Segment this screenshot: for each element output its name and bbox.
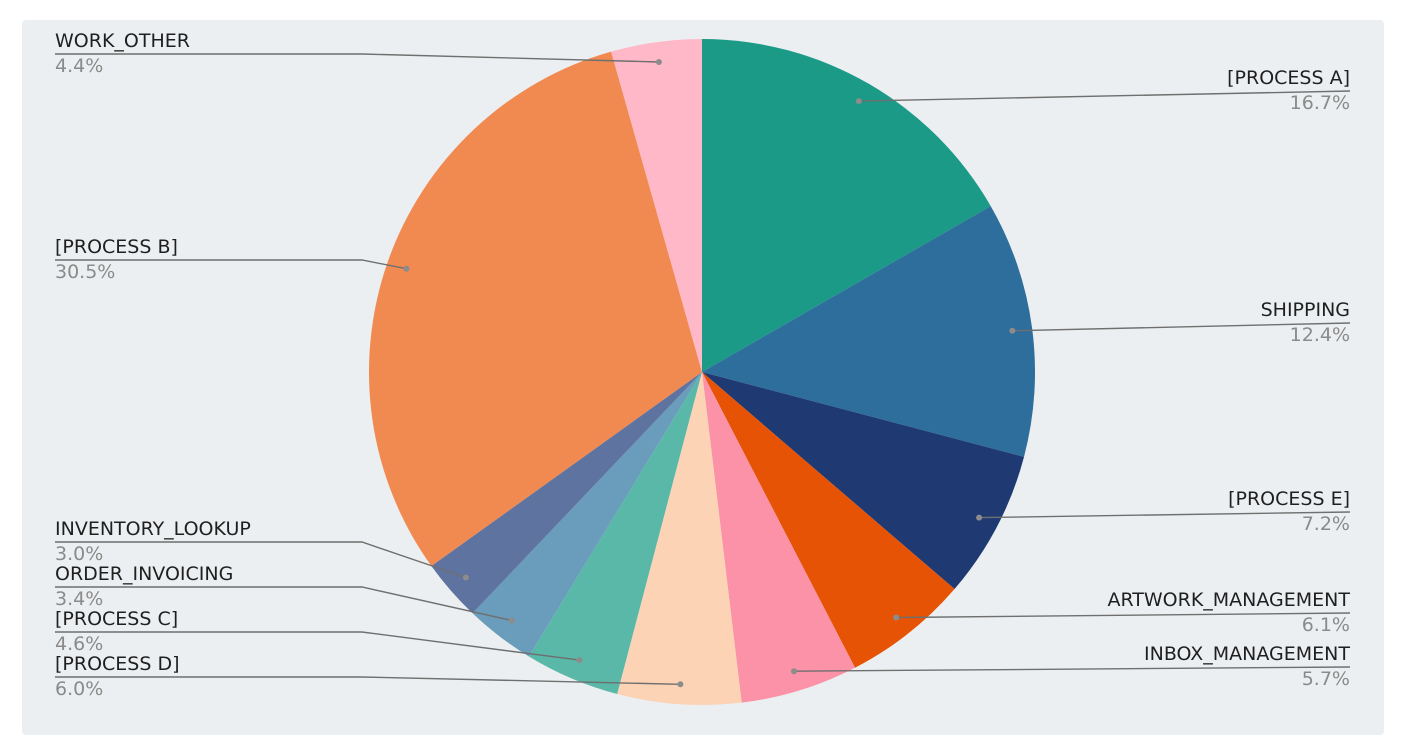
pie-labels: [PROCESS A] 16.7% SHIPPING 12.4% [PROCESS E]… (55, 30, 1350, 700)
slice-percent-inbox-management: 5.7% (1302, 668, 1350, 690)
pie-slice-inventory-lookup[interactable] (431, 372, 702, 614)
leader-dot-process-a (855, 98, 862, 105)
slice-label-shipping: SHIPPING (1261, 299, 1350, 321)
slice-label-inbox-management: INBOX_MANAGEMENT (1144, 643, 1350, 665)
slice-label-process-c: [PROCESS C] (55, 608, 178, 630)
leader-dot-process-b (403, 265, 410, 272)
slice-percent-process-c: 4.6% (55, 633, 103, 655)
pie-slice-process-d[interactable] (617, 372, 742, 705)
leader-dot-shipping (1009, 327, 1016, 334)
pie-chart: [PROCESS A] 16.7% SHIPPING 12.4% [PROCESS E]… (55, 30, 1350, 705)
pie-slice-artwork-management[interactable] (702, 372, 955, 668)
pie-slice-shipping[interactable] (702, 206, 1035, 457)
slice-percent-process-a: 16.7% (1290, 92, 1350, 114)
leader-dot-work-other (655, 59, 662, 65)
leader-dot-inbox-management (791, 668, 797, 675)
leader-line-process-c (55, 631, 580, 661)
pie-slice-process-b[interactable] (368, 51, 702, 567)
slice-percent-process-d: 6.0% (55, 678, 103, 700)
slice-label-process-d: [PROCESS D] (55, 653, 180, 675)
slice-label-artwork-management: ARTWORK_MANAGEMENT (1107, 589, 1350, 611)
slice-label-process-e: [PROCESS E] (1228, 488, 1350, 510)
pie-slices (368, 39, 1035, 705)
leader-dot-inventory-lookup (462, 574, 469, 581)
leader-line-process-d (55, 676, 681, 685)
slice-percent-process-e: 7.2% (1302, 513, 1350, 535)
slice-label-process-b: [PROCESS B] (55, 236, 178, 258)
slice-label-inventory-lookup: INVENTORY_LOOKUP (55, 518, 251, 540)
leader-dot-artwork-management (893, 614, 900, 621)
slice-label-work-other: WORK_OTHER (55, 30, 190, 52)
slice-percent-order-invoicing: 3.4% (55, 588, 103, 610)
leader-line-process-e (979, 511, 1351, 519)
pie-slice-process-a[interactable] (702, 39, 991, 372)
chart-panel: [PROCESS A] 16.7% SHIPPING 12.4% [PROCESS E]… (22, 20, 1384, 735)
slice-percent-shipping: 12.4% (1290, 324, 1350, 346)
slice-percent-inventory-lookup: 3.0% (55, 543, 103, 565)
leader-line-shipping (1012, 322, 1351, 332)
leader-dot-process-c (576, 657, 583, 664)
slice-percent-process-b: 30.5% (55, 261, 115, 283)
leader-dot-process-e (976, 514, 983, 521)
leader-line-work-other (55, 53, 659, 63)
leader-line-process-b (55, 259, 407, 270)
pie-slice-process-c[interactable] (528, 372, 702, 695)
leader-line-process-a (858, 90, 1351, 102)
leader-line-inventory-lookup (55, 541, 467, 579)
slice-percent-work-other: 4.4% (55, 55, 103, 77)
pie-slice-order-invoicing[interactable] (472, 372, 702, 657)
leader-dot-process-d (677, 681, 684, 688)
leader-line-inbox-management (793, 666, 1351, 672)
pie-slice-work-other[interactable] (611, 39, 702, 372)
pie-slice-inbox-management[interactable] (702, 372, 856, 703)
slice-label-order-invoicing: ORDER_INVOICING (55, 563, 233, 585)
leader-line-order-invoicing (55, 586, 512, 622)
slice-label-process-a: [PROCESS A] (1227, 67, 1350, 89)
leader-line-artwork-management (896, 612, 1351, 619)
pie-slice-process-e[interactable] (702, 372, 1025, 590)
leader-dot-order-invoicing (508, 617, 515, 624)
slice-percent-artwork-management: 6.1% (1302, 614, 1350, 636)
